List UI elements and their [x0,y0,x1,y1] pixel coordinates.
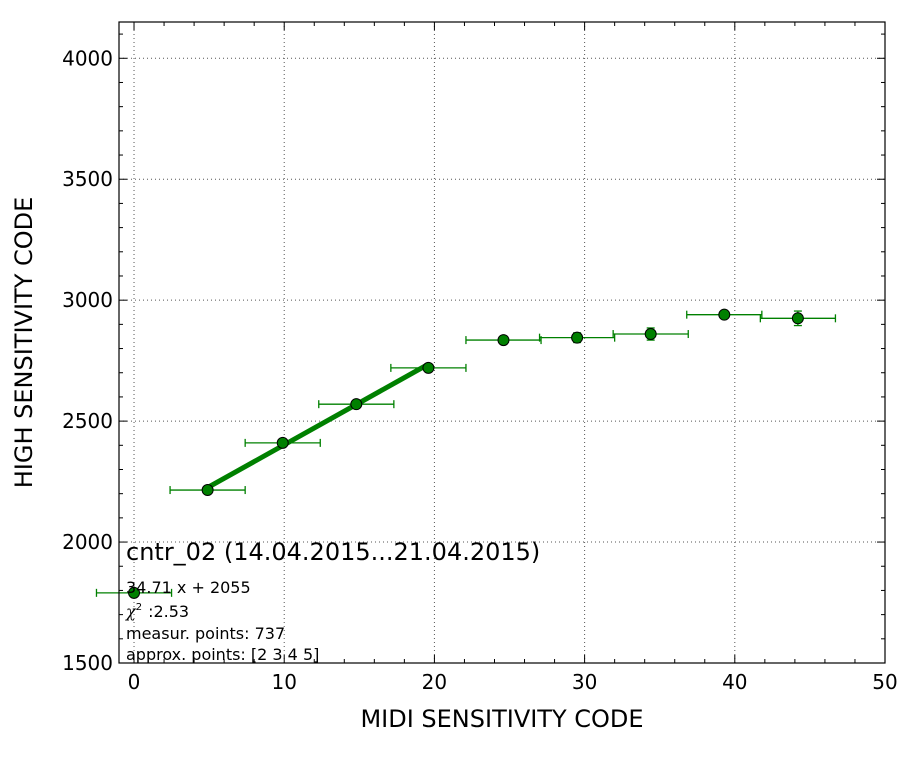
data-point [718,308,731,321]
data-point [791,312,804,325]
y-tick-label: 2000 [62,530,113,554]
y-tick-label: 3000 [62,288,113,312]
y-tick-label: 1500 [62,651,113,675]
annotation-title: cntr_02 (14.04.2015...21.04.2015) [126,538,540,566]
y-axis-label: HIGH SENSITIVITY CODE [10,197,38,489]
data-point [497,334,510,347]
annotation-block: cntr_02 (14.04.2015...21.04.2015) 34.71 … [125,538,540,664]
data-point [422,361,435,374]
fit-line-group [206,362,430,490]
x-tick-label: 30 [572,670,597,694]
data-point [128,586,141,599]
chi2-symbol: χ [125,602,137,621]
x-tick-label: 50 [872,670,897,694]
x-axis-label: MIDI SENSITIVITY CODE [360,705,643,733]
y-tick-label: 4000 [62,46,113,70]
data-point [276,436,289,449]
annotation-approx-points: approx. points: [2 3 4 5] [126,645,319,664]
data-point [644,328,657,341]
data-point [350,398,363,411]
chi2-value: :2.53 [148,602,189,621]
data-point [571,331,584,344]
x-tick-label: 40 [722,670,747,694]
x-tick-label: 10 [271,670,296,694]
minor-ticks [119,22,885,663]
annotation-chi2: χ2 :2.53 [125,602,189,621]
annotation-fit-equation: 34.71 x + 2055 [126,578,251,597]
x-tick-label: 0 [128,670,141,694]
y-tick-label: 2500 [62,409,113,433]
grid-lines [119,22,885,663]
y-tick-labels: 1500 2000 2500 3000 3500 4000 [62,46,113,675]
plot-frame [118,21,886,664]
y-tick-label: 3500 [62,167,113,191]
data-point [201,484,214,497]
x-tick-labels: 0 10 20 30 40 50 [128,670,898,694]
fit-line [206,362,430,490]
data-points [128,308,804,599]
x-tick-label: 20 [422,670,447,694]
annotation-measur-points: measur. points: 737 [126,624,285,643]
chi2-exponent: 2 [136,602,142,613]
